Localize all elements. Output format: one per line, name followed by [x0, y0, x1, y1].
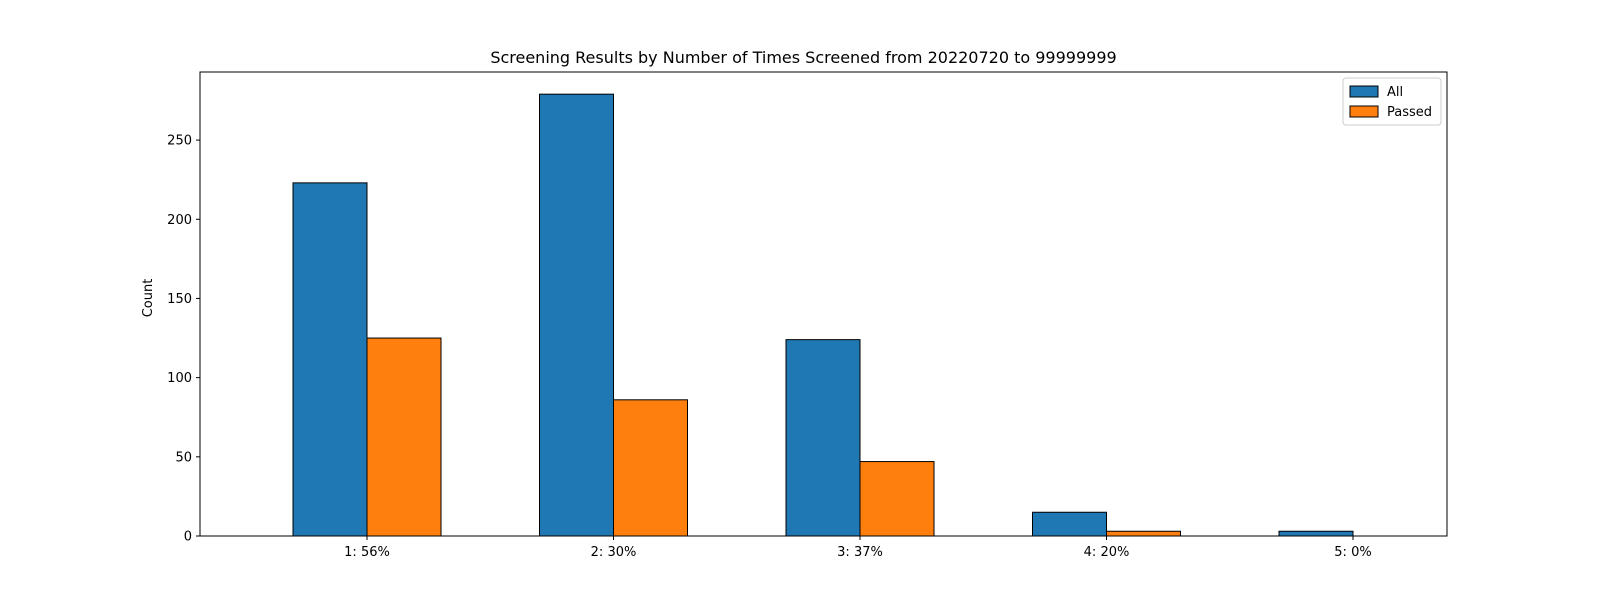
x-tick-label: 2: 30%: [591, 545, 637, 560]
bar-passed-3: [859, 461, 935, 537]
legend: All Passed: [1342, 77, 1442, 126]
y-axis-label: Count: [141, 279, 156, 318]
y-axis: 0 50 100 150 200 250: [167, 134, 200, 545]
legend-label-passed: Passed: [1387, 105, 1432, 120]
x-axis: 1: 56% 2: 30% 3: 37% 4: 20% 5: 0%: [344, 536, 1372, 560]
y-tick-label: 50: [175, 450, 192, 465]
legend-label-all: All: [1387, 85, 1403, 100]
x-tick-label: 5: 0%: [1334, 545, 1371, 560]
bar-all-1: [292, 182, 368, 537]
x-tick-label: 1: 56%: [344, 545, 390, 560]
bar-all-3: [785, 339, 861, 537]
y-tick-label: 100: [167, 371, 192, 386]
y-tick-label: 200: [167, 213, 192, 228]
bar-all-5: [1278, 530, 1354, 537]
bars-layer: [292, 93, 1354, 537]
legend-swatch-all: [1349, 85, 1379, 98]
bar-passed-4: [1106, 530, 1181, 537]
plot-frame: [199, 71, 1448, 537]
legend-swatch-passed: [1349, 105, 1379, 118]
chart-title: Screening Results by Number of Times Scr…: [490, 48, 1116, 67]
y-tick-label: 250: [167, 134, 192, 149]
bar-all-2: [539, 93, 614, 537]
bar-passed-2: [613, 399, 688, 537]
bar-all-4: [1032, 511, 1107, 537]
x-tick-label: 3: 37%: [837, 545, 883, 560]
x-tick-label: 4: 20%: [1084, 545, 1130, 560]
bar-passed-1: [366, 337, 442, 537]
y-tick-label: 0: [184, 530, 192, 545]
y-tick-label: 150: [167, 292, 192, 307]
